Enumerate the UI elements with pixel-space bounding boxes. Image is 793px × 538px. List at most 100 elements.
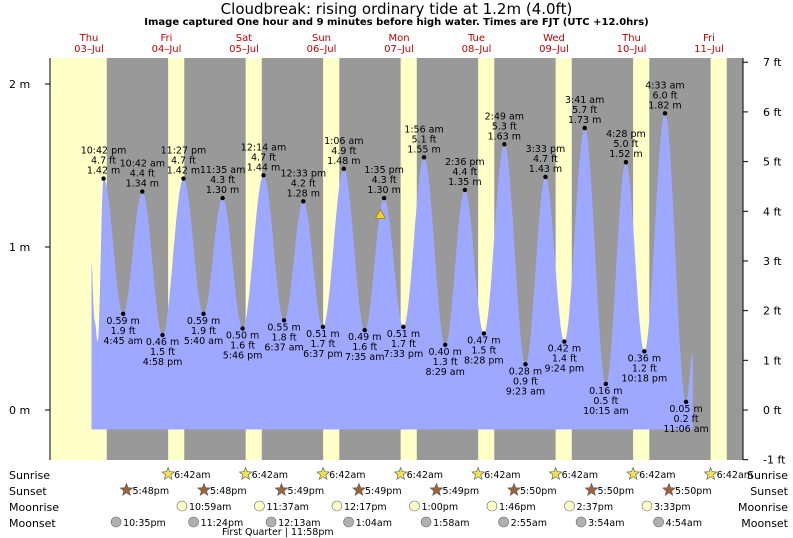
tide-label: 2:36 pm [445, 157, 485, 168]
tide-point [401, 324, 406, 330]
day-date: 05–Jul [229, 44, 259, 55]
tide-label: 4.7 ft [171, 156, 196, 167]
sunrise-icon [548, 466, 563, 480]
tide-point [261, 173, 266, 178]
sunset-time: 5:48pm [132, 486, 169, 497]
sunset-time: 5:49pm [365, 486, 402, 497]
tide-label: 0.46 m [146, 337, 179, 348]
day-date: 08–Jul [462, 44, 492, 55]
left-tick-label: 2 m [9, 78, 30, 91]
sunrise-time: 6:42am [717, 470, 753, 481]
day-date: 06–Jul [307, 44, 337, 55]
tide-label: 1.3 ft [433, 357, 458, 368]
tide-label: 1.44 m [247, 162, 280, 173]
right-tick-label: 3 ft [763, 255, 782, 268]
tide-label: 1.30 m [367, 185, 400, 196]
right-tick-label: 2 ft [763, 305, 782, 318]
tide-label: 4.7 ft [91, 156, 116, 167]
tide-label: 0.50 m [226, 331, 259, 342]
tide-label: 1.82 m [648, 100, 681, 111]
tide-point [642, 349, 647, 354]
tide-label: 6:37 pm [303, 349, 343, 360]
tide-label: 5.1 ft [412, 134, 437, 145]
sunset-time: 5:49pm [287, 486, 324, 497]
tide-label: 1.55 m [407, 144, 440, 155]
tide-label: 0.9 ft [513, 376, 538, 387]
moonrise-time: 11:37am [266, 502, 308, 513]
day-name: Mon [388, 33, 409, 44]
tide-label: 7:33 pm [384, 349, 424, 360]
day-name: Sun [312, 33, 331, 44]
moonset-icon [343, 516, 354, 528]
day-name: Tue [467, 33, 485, 44]
right-tick-label: 1 ft [763, 354, 782, 367]
day-date: 11–Jul [694, 44, 724, 55]
right-tick-label: 4 ft [763, 205, 782, 218]
tide-label: 4.9 ft [331, 146, 356, 157]
moonrise-icon [331, 500, 343, 512]
tide-point [562, 339, 567, 344]
moonset-time: 4:54am [666, 518, 702, 529]
tide-point [181, 176, 186, 181]
sunrise-time: 6:42am [174, 470, 210, 481]
sunrise-icon [238, 466, 253, 480]
tide-label: 10:42 pm [81, 146, 127, 157]
tide-point [582, 125, 587, 131]
tide-point [140, 189, 145, 194]
tide-label: 4.4 ft [130, 169, 155, 180]
tide-label: 1.5 ft [471, 345, 496, 356]
tide-point [362, 327, 367, 333]
tide-label: 0.40 m [428, 347, 461, 358]
tide-label: 1.6 ft [352, 342, 377, 353]
tide-label: 0.59 m [187, 316, 220, 327]
tide-label: 3:41 am [565, 95, 604, 106]
sunset-icon [584, 482, 599, 496]
row-label-left: Moonrise [9, 501, 59, 514]
tide-label: 5.0 ft [613, 139, 638, 150]
tide-label: 1.73 m [568, 115, 601, 126]
day-name: Thu [621, 33, 641, 44]
day-date: 10–Jul [617, 44, 647, 55]
tide-label: 11:27 pm [161, 146, 207, 157]
tide-point [502, 142, 507, 147]
tide-label: 10:18 pm [622, 373, 668, 384]
left-tick-label: 0 m [9, 404, 30, 417]
tide-label: 5.3 ft [492, 121, 517, 132]
moonrise-icon [254, 500, 265, 512]
day-name: Fri [703, 33, 715, 44]
moonset-time: 1:04am [356, 518, 392, 529]
moonrise-icon [176, 500, 188, 512]
moonset-icon [188, 516, 199, 528]
tide-area [91, 113, 693, 430]
sunset-time: 5:48pm [210, 486, 247, 497]
tide-point [201, 311, 206, 317]
tide-label: 1.9 ft [191, 326, 216, 337]
row-label-left: Sunrise [9, 469, 50, 482]
moonset-icon [653, 516, 664, 528]
tide-point [523, 362, 528, 367]
sunrise-icon [316, 466, 331, 480]
tide-point [240, 326, 245, 331]
tide-point [341, 166, 347, 171]
tide-point [603, 381, 609, 387]
moonrise-time: 2:37pm [576, 502, 613, 513]
tide-label: 8:29 am [425, 367, 464, 378]
row-label-right: Sunset [750, 485, 788, 498]
right-tick-label: 0 ft [763, 404, 782, 417]
tide-label: 4.3 ft [372, 175, 397, 186]
sunset-time: 5:50pm [675, 486, 712, 497]
tide-label: 1.43 m [529, 164, 562, 175]
chart-subtitle: Image captured One hour and 9 minutes be… [144, 17, 649, 28]
tide-label: 5.7 ft [572, 105, 597, 116]
tide-label: 11:35 am [200, 165, 245, 176]
day-name: Wed [543, 33, 565, 44]
tide-label: 4:33 am [645, 80, 684, 91]
tide-point [160, 332, 165, 338]
tide-label: 0.28 m [509, 366, 542, 377]
current-tide [374, 208, 387, 219]
tide-label: 1.42 m [167, 166, 200, 177]
moonrise-icon [641, 500, 653, 512]
tide-label: 1.7 ft [310, 339, 335, 350]
